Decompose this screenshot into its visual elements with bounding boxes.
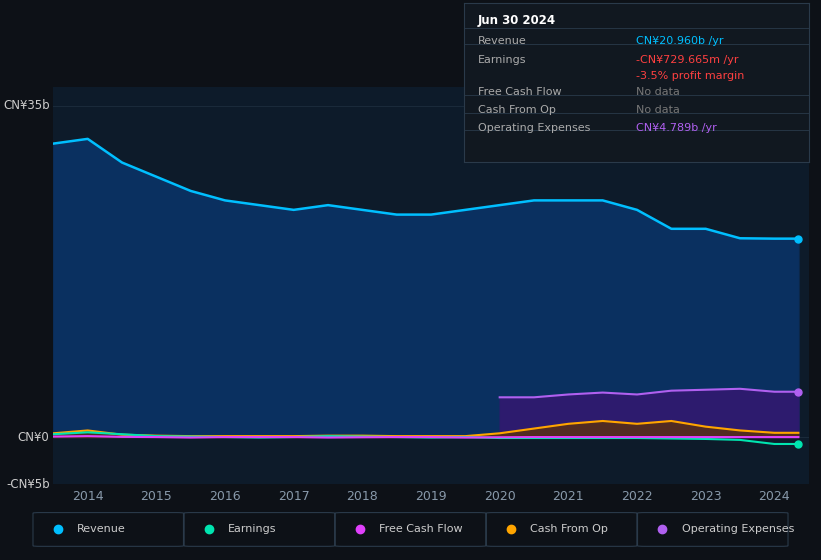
Text: Free Cash Flow: Free Cash Flow <box>478 87 562 97</box>
Text: Cash From Op: Cash From Op <box>478 105 556 115</box>
Text: Earnings: Earnings <box>478 55 526 66</box>
Text: Earnings: Earnings <box>228 525 277 534</box>
Text: No data: No data <box>636 87 680 97</box>
Text: No data: No data <box>636 105 680 115</box>
Text: CN¥20.960b /yr: CN¥20.960b /yr <box>636 36 724 46</box>
Text: Free Cash Flow: Free Cash Flow <box>379 525 463 534</box>
Text: CN¥35b: CN¥35b <box>3 99 49 112</box>
Text: Cash From Op: Cash From Op <box>530 525 608 534</box>
Text: -3.5% profit margin: -3.5% profit margin <box>636 72 745 81</box>
Text: CN¥0: CN¥0 <box>18 431 49 444</box>
Text: -CN¥729.665m /yr: -CN¥729.665m /yr <box>636 55 739 66</box>
Text: Operating Expenses: Operating Expenses <box>478 123 590 133</box>
Text: Operating Expenses: Operating Expenses <box>681 525 794 534</box>
Text: Jun 30 2024: Jun 30 2024 <box>478 14 556 27</box>
Text: Revenue: Revenue <box>478 36 526 46</box>
Text: Revenue: Revenue <box>77 525 126 534</box>
Text: -CN¥5b: -CN¥5b <box>6 478 49 491</box>
Text: CN¥4.789b /yr: CN¥4.789b /yr <box>636 123 717 133</box>
